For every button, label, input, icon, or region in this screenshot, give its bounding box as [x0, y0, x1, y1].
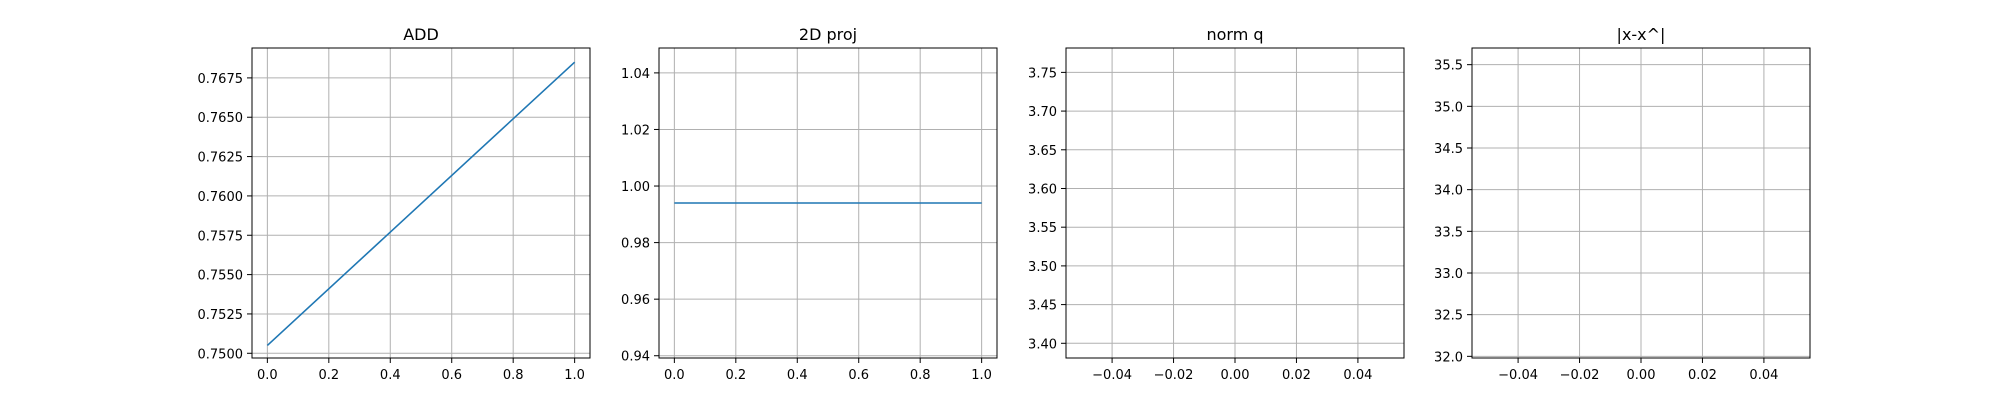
ticks: 0.0 0.2 0.4 0.6 0.8 1.0 0.7500 0.7525 0.7550 0.75…: [198, 72, 585, 383]
x-tick-label: 0.00: [1221, 368, 1250, 383]
y-tick-label: 0.7575: [198, 229, 244, 244]
ticks: −0.04 −0.02 0.00 0.02 0.04 32.0 32.5 33.0 33.5 34…: [1434, 59, 1778, 383]
grid: [1472, 48, 1810, 358]
y-tick-label: 0.7550: [198, 269, 244, 284]
y-tick-label: 33.0: [1434, 267, 1463, 282]
x-tick-label: 0.8: [910, 368, 931, 383]
series-line: [266, 61, 576, 346]
y-tick-label: 0.7675: [198, 72, 244, 87]
grid: [1066, 48, 1404, 358]
y-tick-label: 35.0: [1434, 100, 1463, 115]
x-tick-label: 0.00: [1627, 368, 1656, 383]
x-tick-label: −0.02: [1154, 368, 1194, 383]
y-tick-label: 0.7650: [198, 111, 244, 126]
y-tick-label: 3.40: [1028, 337, 1057, 352]
subplot-norm-q: −0.04 −0.02 0.00 0.02 0.04 3.40 3.45 3.50 3.55 3.…: [1028, 25, 1405, 383]
x-tick-label: 0.0: [664, 368, 685, 383]
y-tick-label: 0.7525: [198, 308, 244, 323]
ticks: −0.04 −0.02 0.00 0.02 0.04 3.40 3.45 3.50 3.55 3.…: [1028, 66, 1372, 383]
y-tick-label: 3.70: [1028, 105, 1057, 120]
y-tick-label: 0.94: [621, 350, 650, 365]
x-tick-label: 1.0: [971, 368, 992, 383]
ticks: 0.0 0.2 0.4 0.6 0.8 1.0 0.94 0.96 0.98 1.00 1.02 1.…: [621, 67, 992, 383]
x-tick-label: −0.04: [1092, 368, 1132, 383]
x-tick-label: 1.0: [564, 368, 585, 383]
y-tick-label: 34.0: [1434, 184, 1463, 199]
x-tick-label: 0.2: [725, 368, 746, 383]
y-tick-label: 3.75: [1028, 66, 1057, 81]
x-tick-label: 0.02: [1282, 368, 1311, 383]
x-tick-label: 0.4: [787, 368, 808, 383]
plot-frame: [251, 47, 591, 359]
x-tick-label: 0.04: [1749, 368, 1778, 383]
y-tick-label: 32.0: [1434, 350, 1463, 365]
subplot-abs-error: −0.04 −0.02 0.00 0.02 0.04 32.0 32.5 33.0 33.5 34…: [1434, 25, 1811, 383]
y-tick-label: 0.7625: [198, 151, 244, 166]
y-tick-label: 33.5: [1434, 225, 1463, 240]
y-tick-label: 3.45: [1028, 299, 1057, 314]
x-tick-label: −0.04: [1498, 368, 1538, 383]
subplot-2d-proj: 0.0 0.2 0.4 0.6 0.8 1.0 0.94 0.96 0.98 1.00 1.02 1.…: [621, 25, 998, 383]
subplot-title: |x-x^|: [1617, 25, 1666, 44]
plot-frame: [658, 47, 998, 359]
y-tick-label: 0.98: [621, 237, 650, 252]
x-tick-label: 0.2: [318, 368, 339, 383]
y-tick-label: 1.02: [621, 123, 650, 138]
y-tick-label: 3.55: [1028, 221, 1057, 236]
subplot-title: ADD: [403, 25, 439, 44]
series: [266, 61, 576, 346]
y-tick-label: 3.50: [1028, 260, 1057, 275]
y-tick-label: 1.00: [621, 180, 650, 195]
subplot-title: norm q: [1206, 25, 1263, 44]
y-tick-label: 3.65: [1028, 144, 1057, 159]
y-tick-label: 0.96: [621, 293, 650, 308]
x-tick-label: 0.0: [257, 368, 278, 383]
y-tick-label: 34.5: [1434, 142, 1463, 157]
x-tick-label: −0.02: [1560, 368, 1600, 383]
y-tick-label: 1.04: [621, 67, 650, 82]
x-tick-label: 0.4: [380, 368, 401, 383]
y-tick-label: 32.5: [1434, 309, 1463, 324]
x-tick-label: 0.02: [1688, 368, 1717, 383]
x-tick-label: 0.6: [441, 368, 462, 383]
x-tick-label: 0.6: [848, 368, 869, 383]
y-tick-label: 0.7500: [198, 347, 244, 362]
x-tick-label: 0.04: [1343, 368, 1372, 383]
y-tick-label: 3.60: [1028, 182, 1057, 197]
y-tick-label: 35.5: [1434, 59, 1463, 74]
grid: [252, 48, 590, 358]
x-tick-label: 0.8: [503, 368, 524, 383]
subplot-add: 0.0 0.2 0.4 0.6 0.8 1.0 0.7500 0.7525 0.7550 0.75…: [198, 25, 591, 383]
subplot-title: 2D proj: [799, 25, 857, 44]
y-tick-label: 0.7600: [198, 190, 244, 205]
